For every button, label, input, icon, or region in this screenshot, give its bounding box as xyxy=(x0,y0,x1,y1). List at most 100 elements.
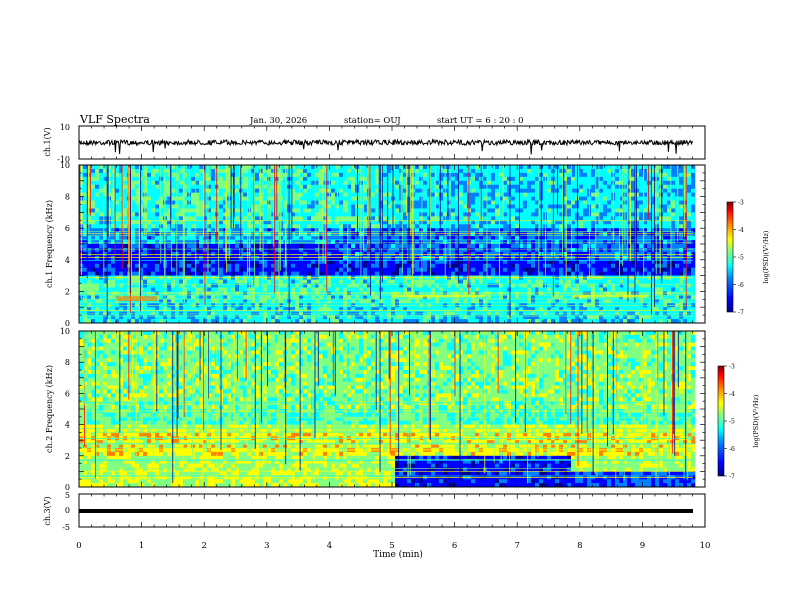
spec-cell xyxy=(491,180,496,186)
spec-cell xyxy=(371,251,376,257)
spec-cell xyxy=(323,287,328,292)
spec-cell xyxy=(519,319,524,324)
spec-cell xyxy=(351,188,356,193)
spec-cell xyxy=(459,287,464,292)
spec-cell xyxy=(379,216,384,221)
spec-cell xyxy=(95,319,100,324)
spec-cell xyxy=(559,295,564,300)
spec-cell xyxy=(223,299,228,304)
spec-cell xyxy=(535,287,540,292)
spec-cell xyxy=(303,271,308,276)
spec-cell xyxy=(427,315,432,320)
spec-cell xyxy=(387,208,392,213)
spec-cell xyxy=(355,291,360,296)
spec-cell xyxy=(379,307,384,312)
spec-cell xyxy=(363,315,368,320)
spec-cell xyxy=(319,283,324,288)
spec-cell xyxy=(487,247,492,253)
spec-cell xyxy=(475,196,480,201)
spec-cell xyxy=(439,172,444,178)
spec-cell xyxy=(179,212,184,217)
spec-cell xyxy=(171,184,176,189)
spec-cell xyxy=(295,244,300,249)
spec-cell xyxy=(427,271,432,276)
spec-cell xyxy=(499,283,504,288)
spec-cell xyxy=(379,283,384,288)
spec-cell xyxy=(483,196,488,201)
spec-cell xyxy=(107,244,112,249)
spec-cell xyxy=(159,319,164,324)
spec-cell xyxy=(187,240,192,245)
spec-cell xyxy=(175,319,180,324)
spec-cell xyxy=(211,212,216,217)
spec-cell xyxy=(299,251,304,257)
spec-cell xyxy=(131,307,136,312)
spec-cell xyxy=(147,200,152,205)
spec-cell xyxy=(171,188,176,193)
spec-cell xyxy=(359,315,364,320)
spec-cell xyxy=(191,255,196,261)
spec-cell xyxy=(335,279,340,284)
station-label: station= OUJ xyxy=(344,116,401,126)
spec-cell xyxy=(235,168,240,174)
spec-cell xyxy=(459,196,464,201)
spec-cell xyxy=(283,307,288,312)
spec-cell xyxy=(291,251,296,257)
spec-cell xyxy=(143,212,148,217)
spec-cell xyxy=(451,291,456,296)
spec-cell xyxy=(191,267,196,272)
spec-cell xyxy=(319,255,324,261)
spec-cell xyxy=(283,287,288,292)
spec-cell xyxy=(195,244,200,249)
spec-cell xyxy=(147,267,152,272)
spec-cell xyxy=(187,244,192,249)
spec-cell xyxy=(167,287,172,292)
spec-cell xyxy=(351,251,356,257)
spec-cell xyxy=(411,263,416,268)
spec-cell xyxy=(115,315,120,320)
spec-cell xyxy=(447,224,452,229)
spec-cell xyxy=(171,307,176,312)
spec-cell xyxy=(119,204,124,209)
spec-cell xyxy=(375,299,380,304)
spec-cell xyxy=(335,311,340,316)
spec-cell xyxy=(371,208,376,213)
spec-cell xyxy=(419,247,424,253)
spec-cell xyxy=(175,283,180,288)
spec-cell xyxy=(363,208,368,213)
spec-cell xyxy=(383,267,388,272)
spec-cell xyxy=(431,228,436,233)
spec-cell xyxy=(435,247,440,253)
spec-cell xyxy=(503,244,508,249)
spec-cell xyxy=(411,188,416,193)
spec-cell xyxy=(171,287,176,292)
spec-cell xyxy=(331,212,336,217)
spec-cell xyxy=(271,299,276,304)
spec-cell xyxy=(387,263,392,268)
spec-cell xyxy=(283,295,288,300)
spec-cell xyxy=(131,188,136,193)
spec-cell xyxy=(255,271,260,276)
spec-cell xyxy=(271,295,276,300)
spec-cell xyxy=(291,259,296,265)
spec-cell xyxy=(339,212,344,217)
spec-cell xyxy=(435,291,440,296)
spec-cell xyxy=(119,307,124,312)
spec-cell xyxy=(219,212,224,217)
spec-cell xyxy=(487,168,492,174)
spec-cell xyxy=(319,240,324,245)
spec-cell xyxy=(139,307,144,312)
spec-cell xyxy=(295,311,300,316)
spec-cell xyxy=(131,267,136,272)
spec-cell xyxy=(299,240,304,245)
spec-cell xyxy=(495,208,500,213)
spec-cell xyxy=(159,271,164,276)
spec-cell xyxy=(231,236,236,241)
spec-cell xyxy=(515,188,520,193)
spec-cell xyxy=(383,315,388,320)
spec-cell xyxy=(359,299,364,304)
spec-cell xyxy=(159,295,164,300)
spec-cell xyxy=(523,291,528,296)
spec-cell xyxy=(339,315,344,320)
spec-cell xyxy=(299,168,304,174)
